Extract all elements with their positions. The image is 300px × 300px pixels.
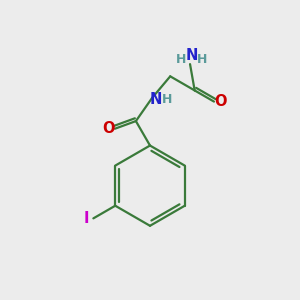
Text: N: N	[186, 48, 198, 63]
Text: H: H	[176, 53, 186, 66]
Text: O: O	[102, 121, 115, 136]
Text: N: N	[149, 92, 162, 107]
Text: H: H	[162, 93, 173, 106]
Text: O: O	[214, 94, 227, 109]
Text: I: I	[83, 211, 89, 226]
Text: H: H	[197, 53, 207, 66]
